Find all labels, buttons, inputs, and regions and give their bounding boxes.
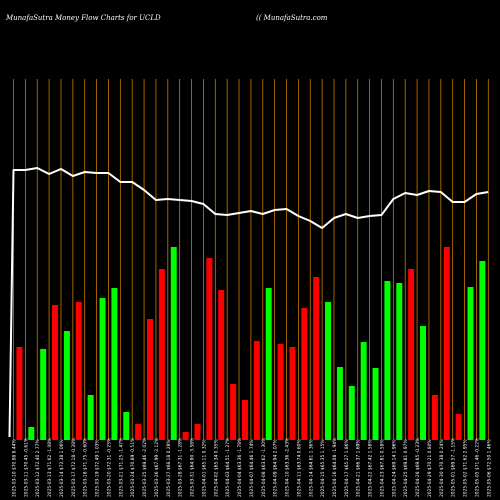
money-flow-bar bbox=[182, 432, 189, 440]
money-flow-bar bbox=[467, 287, 474, 440]
x-tick-label: 2025-03-31 $64.90 -3.58% bbox=[190, 438, 196, 497]
x-tick-label: 2025-04-03 $64.51 -1.27% bbox=[225, 438, 231, 497]
x-tick-label: 2025-04-02 $65.34 0.35% bbox=[213, 439, 219, 497]
money-flow-bar bbox=[63, 331, 70, 440]
x-tick-label: 2025-05-01 $69.57 -1.15% bbox=[451, 438, 457, 497]
x-tick-label: 2025-03-12 $72.40 2.77% bbox=[35, 439, 41, 497]
money-flow-bar bbox=[313, 277, 320, 440]
x-tick-label: 2025-04-24 $69.14 1.96% bbox=[391, 439, 397, 497]
money-flow-bar bbox=[87, 395, 94, 440]
x-tick-label: 2025-03-11 $70.45 -0.61% bbox=[23, 438, 29, 497]
money-flow-bar bbox=[16, 347, 23, 440]
x-tick-label: 2025-03-18 $71.75 -0.60% bbox=[83, 438, 89, 497]
x-tick-label: 2025-04-01 $65.11 0.32% bbox=[201, 439, 207, 497]
money-flow-bar bbox=[325, 302, 332, 440]
money-flow-bar bbox=[396, 283, 403, 440]
x-tick-label: 2025-04-17 $65.27 1.86% bbox=[344, 439, 350, 497]
x-tick-label: 2025-05-05 $71.46 -0.22% bbox=[474, 438, 480, 497]
money-flow-bars bbox=[16, 247, 486, 440]
x-tick-label: 2025-05-06 $72.50 1.46% bbox=[486, 439, 492, 497]
x-tick-label: 2025-04-16 $64.08 -1.94% bbox=[332, 438, 338, 497]
site-label: (( MunafaSutra.com bbox=[256, 14, 328, 22]
price-line bbox=[8, 167, 489, 438]
x-tick-label: 2025-04-15 $65.35 1.15% bbox=[320, 439, 326, 497]
money-flow-bar bbox=[384, 281, 391, 440]
x-tick-label: 2025-04-30 $70.38 0.24% bbox=[439, 439, 445, 497]
x-tick-label: 2025-03-20 $72.31 -0.25% bbox=[106, 438, 112, 497]
x-tick-label: 2025-04-29 $70.21 0.80% bbox=[427, 439, 433, 497]
x-tick-label: 2025-03-17 $72.18 -0.28% bbox=[71, 438, 77, 497]
money-flow-bar bbox=[360, 342, 367, 440]
money-flow-bar bbox=[265, 288, 272, 440]
x-tick-label: 2025-03-24 $70.89 -0.51% bbox=[130, 438, 136, 497]
money-flow-bar bbox=[230, 384, 237, 440]
money-flow-bar bbox=[170, 247, 177, 440]
x-tick-label: 2025-03-27 $68.18 0.28% bbox=[166, 439, 172, 497]
x-tick-label: 2025-04-09 $64.94 2.07% bbox=[273, 439, 279, 497]
money-flow-bar bbox=[158, 269, 165, 440]
money-flow-bar bbox=[40, 349, 47, 440]
x-tick-label: 2025-04-04 $63.36 -1.78% bbox=[237, 438, 243, 497]
gridlines bbox=[13, 79, 489, 440]
x-tick-label: 2025-03-26 $67.99 -2.12% bbox=[154, 438, 160, 497]
money-flow-bar bbox=[336, 367, 343, 440]
x-axis-labels: 2025-03-10 $70.88 8.44% 2025-03-11 $70.45… bbox=[12, 438, 493, 497]
x-tick-label: 2025-04-25 $69.81 0.97% bbox=[403, 439, 409, 497]
x-tick-label: 2025-04-14 $64.61 1.36% bbox=[308, 439, 314, 497]
money-flow-bar bbox=[147, 319, 154, 440]
money-flow-bar bbox=[206, 258, 213, 440]
x-tick-label: 2025-03-21 $71.25 -1.47% bbox=[118, 438, 124, 497]
x-tick-label: 2025-04-28 $69.65 -0.23% bbox=[415, 438, 421, 497]
x-tick-label: 2025-03-14 $72.38 1.06% bbox=[59, 439, 65, 497]
x-tick-label: 2025-03-19 $72.49 1.03% bbox=[95, 439, 101, 497]
x-tick-label: 2025-03-10 $70.88 8.44% bbox=[12, 439, 18, 497]
money-flow-bar bbox=[99, 298, 106, 440]
money-flow-bar bbox=[479, 261, 486, 440]
x-tick-label: 2025-03-13 $71.62 -1.08% bbox=[47, 438, 53, 497]
money-flow-bar bbox=[218, 290, 225, 440]
money-flow-bar bbox=[301, 308, 308, 440]
money-flow-bar bbox=[28, 427, 35, 440]
chart-title: MunafaSutra Money Flow Charts for UCLD bbox=[6, 14, 161, 22]
x-tick-label: 2025-03-28 $67.31 -1.28% bbox=[178, 438, 184, 497]
x-tick-label: 2025-04-10 $63.36 -2.43% bbox=[285, 438, 291, 497]
money-flow-bar bbox=[135, 424, 142, 440]
money-flow-bar bbox=[431, 395, 438, 440]
x-tick-label: 2025-04-11 $63.74 0.60% bbox=[296, 439, 302, 497]
money-flow-bar bbox=[348, 386, 355, 440]
money-flow-bar bbox=[443, 247, 450, 440]
x-tick-label: 2025-04-21 $66.37 1.69% bbox=[356, 439, 362, 497]
money-flow-bar bbox=[420, 326, 427, 440]
money-flow-bar bbox=[52, 305, 59, 440]
money-flow-bar bbox=[277, 344, 284, 440]
money-flow-bar bbox=[75, 302, 82, 440]
x-tick-label: 2025-04-08 $63.62 -1.30% bbox=[261, 438, 267, 497]
money-flow-bar bbox=[194, 424, 201, 440]
money-flow-bar bbox=[111, 288, 118, 440]
money-flow-bar bbox=[241, 400, 248, 440]
money-flow-bar bbox=[408, 269, 415, 440]
x-tick-label: 2025-05-02 $71.62 2.95% bbox=[463, 439, 469, 497]
x-tick-label: 2025-04-07 $64.46 1.74% bbox=[249, 439, 255, 497]
x-tick-label: 2025-04-22 $67.42 1.58% bbox=[368, 439, 374, 497]
money-flow-bar bbox=[123, 412, 130, 440]
x-tick-label: 2025-03-25 $69.46 -2.02% bbox=[142, 438, 148, 497]
x-tick-label: 2025-04-23 $67.81 0.58% bbox=[379, 439, 385, 497]
money-flow-bar bbox=[372, 368, 379, 440]
money-flow-bar bbox=[253, 341, 260, 440]
price-line-path bbox=[8, 167, 489, 438]
money-flow-bar bbox=[455, 414, 462, 440]
money-flow-bar bbox=[289, 347, 296, 440]
